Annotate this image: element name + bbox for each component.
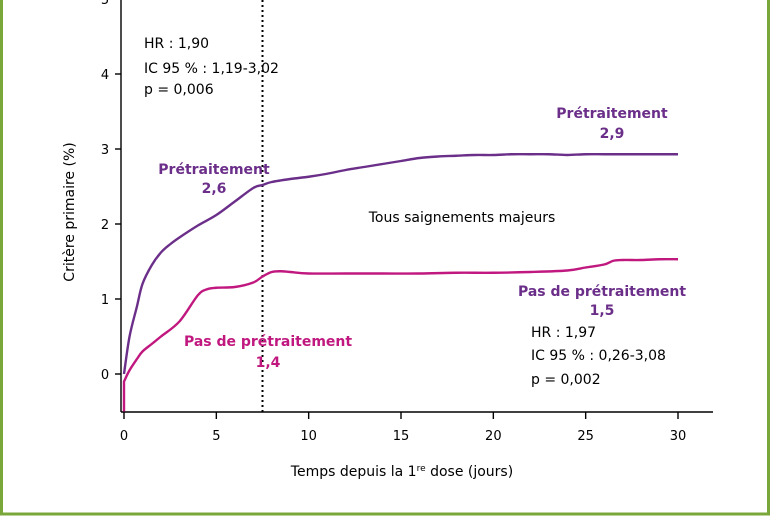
stats-p-top: p = 0,006 — [144, 82, 214, 98]
label-pas-pretraitement-late-value: 1,5 — [590, 303, 615, 319]
y-axis-title: Critère primaire (%) — [62, 142, 78, 281]
stats-hr-top: HR : 1,90 — [144, 36, 209, 52]
series-line-pas-pretraitement — [122, 257, 679, 412]
label-pretraitement-early-value: 2,6 — [202, 181, 227, 197]
series-line-pretraitement — [122, 152, 678, 375]
y-tick-label: 5 — [101, 0, 109, 8]
x-tick-label: 20 — [485, 429, 502, 444]
y-tick-label: 2 — [101, 218, 109, 233]
x-tick-label: 10 — [300, 429, 317, 444]
label-pas-pretraitement-late: Pas de prétraitement — [518, 284, 686, 300]
x-tick-label: 25 — [577, 429, 594, 444]
stats-ic-top: IC 95 % : 1,19-3,02 — [144, 61, 279, 77]
y-tick-label: 1 — [101, 293, 109, 308]
x-axis-title: Temps depuis la 1re dose (jours) — [290, 464, 513, 480]
y-tick-label: 0 — [101, 368, 109, 383]
x-tick-label: 15 — [393, 429, 410, 444]
center-note: Tous saignements majeurs — [368, 210, 556, 226]
label-pas-pretraitement-early-value: 1,4 — [256, 355, 281, 371]
axes — [120, 0, 713, 413]
y-tick-label: 3 — [101, 143, 109, 158]
stats-hr-bottom: HR : 1,97 — [531, 325, 596, 341]
y-tick-label: 4 — [101, 68, 109, 83]
label-pretraitement-late-value: 2,9 — [600, 126, 625, 142]
stats-ic-bottom: IC 95 % : 0,26-3,08 — [531, 348, 666, 364]
x-tick-label: 0 — [120, 429, 128, 444]
label-pretraitement-late: Prétraitement — [556, 106, 668, 122]
x-ticks: 0 5 10 15 20 25 30 — [120, 412, 686, 444]
label-pretraitement-early: Prétraitement — [158, 162, 270, 178]
x-tick-label: 5 — [212, 429, 220, 444]
label-pas-pretraitement-early: Pas de prétraitement — [184, 334, 352, 350]
stats-p-bottom: p = 0,002 — [531, 372, 601, 388]
x-tick-label: 30 — [670, 429, 687, 444]
y-ticks: 0 1 2 3 4 5 — [101, 0, 121, 383]
